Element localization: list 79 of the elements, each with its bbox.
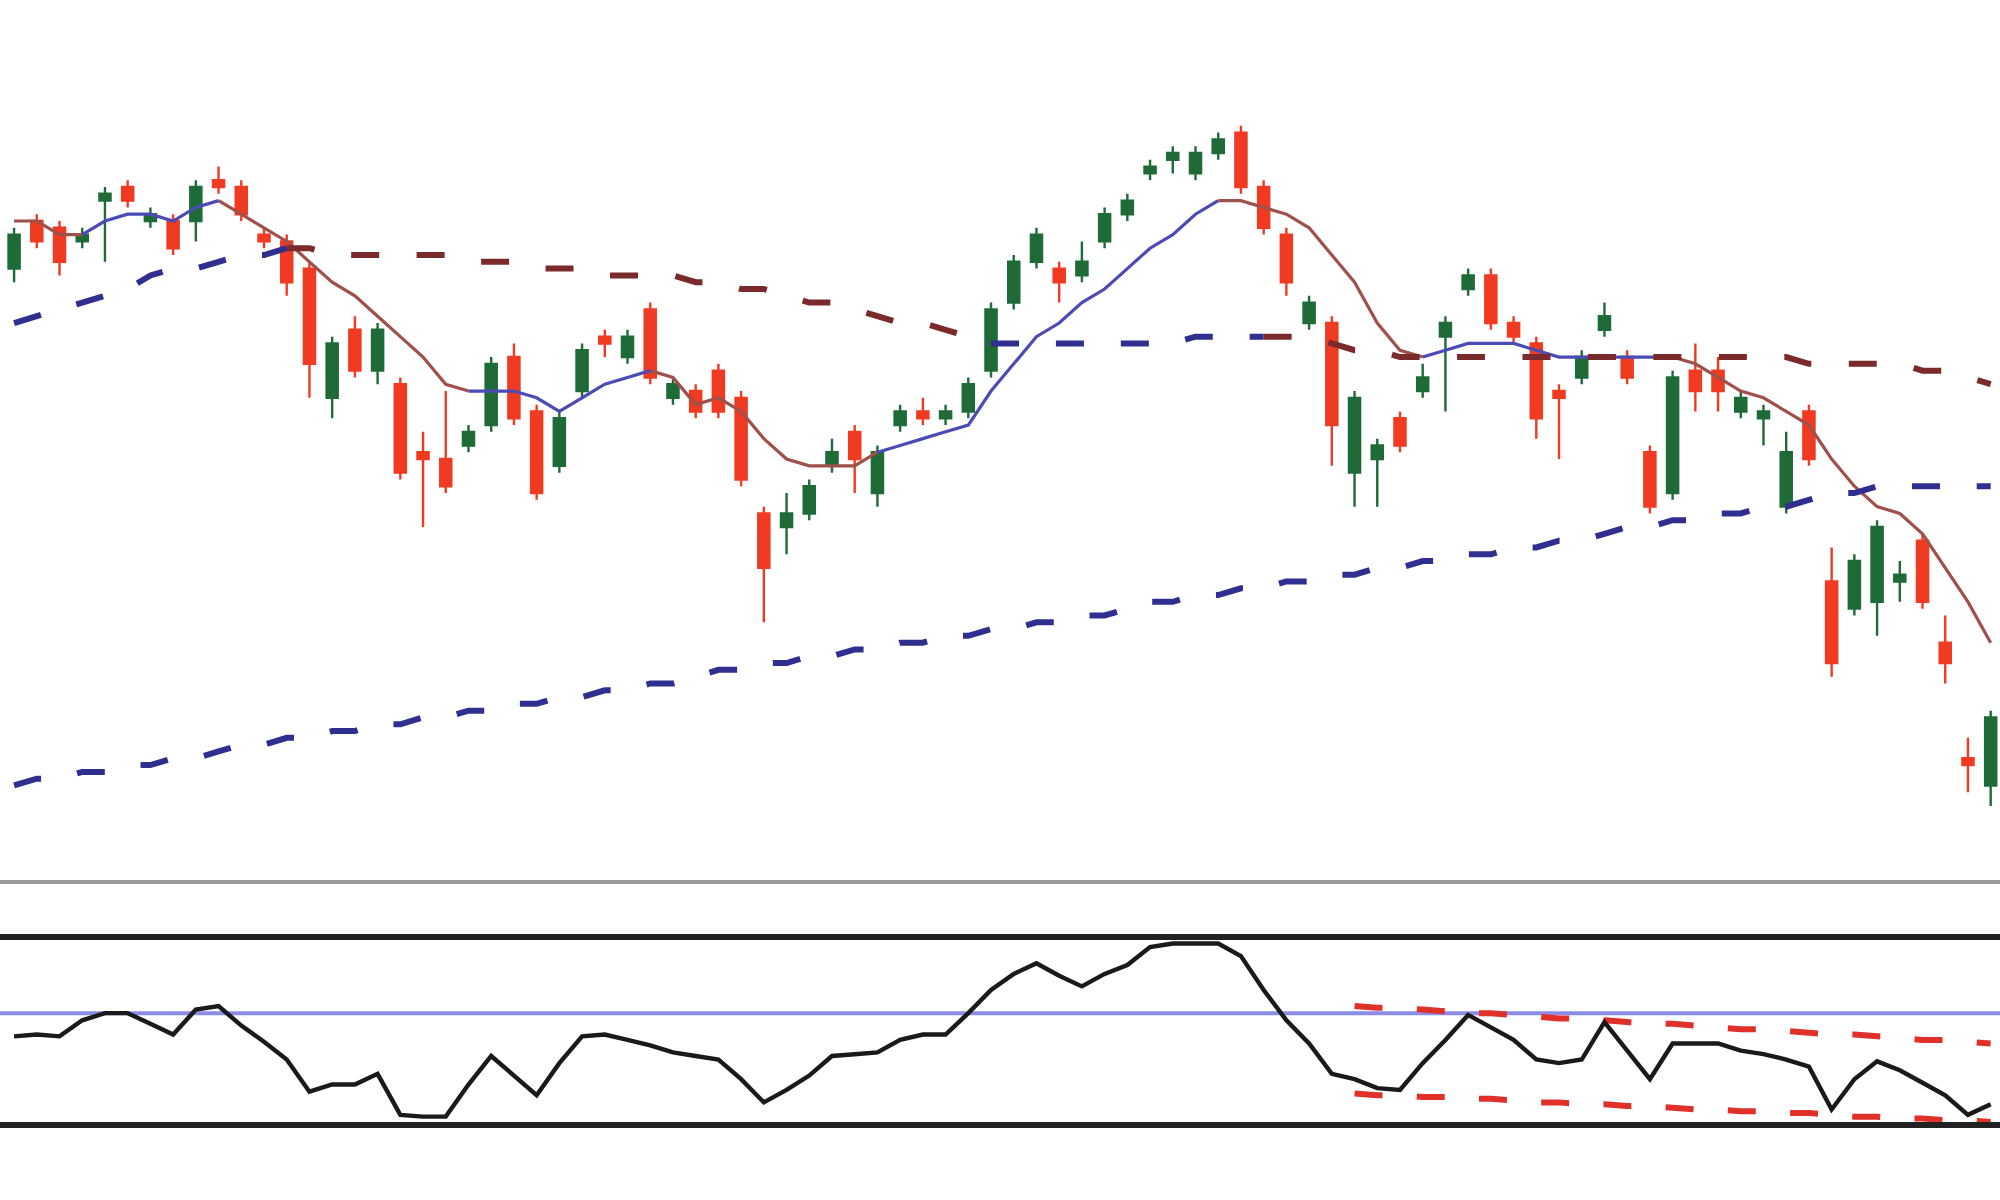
- candlestick: [189, 179, 203, 243]
- candlestick: [1734, 389, 1748, 420]
- candlestick: [984, 301, 998, 379]
- candlestick: [7, 226, 21, 284]
- candlestick: [166, 213, 180, 257]
- candlestick: [1188, 145, 1203, 182]
- candlestick: [643, 301, 657, 386]
- candlestick: [1665, 369, 1680, 502]
- candlestick: [484, 355, 498, 434]
- candlestick: [916, 396, 930, 427]
- candlestick: [1620, 349, 1634, 386]
- candlestick: [870, 444, 885, 508]
- candlestick: [961, 376, 976, 420]
- candlestick: [52, 219, 67, 277]
- candlestick: [461, 423, 476, 454]
- candlestick: [893, 403, 907, 434]
- candlestick: [370, 321, 385, 386]
- candlestick: [1779, 430, 1793, 515]
- candlestick: [211, 165, 226, 196]
- candlestick: [1983, 709, 1998, 808]
- candlestick: [757, 505, 771, 624]
- candlestick: [552, 410, 567, 474]
- candlestick: [1234, 124, 1248, 196]
- candlestick: [1802, 403, 1816, 468]
- candlestick: [779, 491, 794, 556]
- candlestick: [1643, 444, 1657, 515]
- candlestick: [1370, 437, 1385, 508]
- candlestick: [1097, 206, 1112, 250]
- candlestick: [1325, 315, 1339, 468]
- candlestick: [1506, 315, 1521, 345]
- candlestick: [802, 478, 817, 522]
- candlestick: [1438, 315, 1453, 413]
- candlestick: [1052, 260, 1066, 304]
- candlestick: [620, 328, 635, 366]
- candlestick: [507, 342, 521, 427]
- candlestick: [1824, 546, 1839, 678]
- candlestick: [529, 403, 544, 502]
- candlestick: [1574, 349, 1589, 386]
- candlestick: [1484, 267, 1498, 332]
- candlestick: [1847, 553, 1862, 617]
- candlestick: [734, 389, 748, 488]
- candlestick: [257, 226, 271, 250]
- candlestick: [1938, 614, 1953, 685]
- candlestick: [1756, 403, 1771, 447]
- candlestick: [1688, 342, 1703, 413]
- candlestick: [575, 342, 589, 400]
- candlestick: [1915, 532, 1930, 610]
- candlestick: [1256, 179, 1271, 236]
- candlestick: [1393, 410, 1407, 454]
- candlestick: [711, 362, 726, 420]
- candlestick: [1211, 131, 1225, 162]
- candlestick: [1143, 158, 1157, 182]
- candlestick: [1347, 389, 1362, 508]
- candlestick: [439, 389, 453, 495]
- candlestick: [1961, 736, 1975, 794]
- candlestick: [120, 179, 135, 209]
- candlestick: [1870, 519, 1884, 638]
- candlestick: [416, 430, 430, 529]
- candlestick: [1075, 240, 1089, 284]
- candlestick: [1893, 559, 1907, 604]
- candlestick: [325, 335, 339, 420]
- candlestick: [938, 403, 953, 427]
- candlestick: [1029, 226, 1044, 270]
- candlestick: [1120, 192, 1135, 223]
- candlestick: [302, 260, 317, 400]
- candlestick: [1006, 253, 1021, 311]
- candlestick: [847, 423, 862, 495]
- candlestick: [1552, 383, 1566, 461]
- candlestick: [348, 315, 362, 379]
- candlestick: [1166, 145, 1180, 175]
- candlestick: [1302, 294, 1316, 332]
- candlestick: [598, 328, 612, 359]
- candlestick: [1597, 301, 1612, 338]
- candlestick: [1279, 226, 1294, 298]
- candlestick: [1461, 267, 1475, 298]
- candlestick: [666, 376, 680, 406]
- candlestick: [1415, 362, 1430, 400]
- candlestick: [98, 185, 112, 264]
- candlestick: [393, 376, 408, 481]
